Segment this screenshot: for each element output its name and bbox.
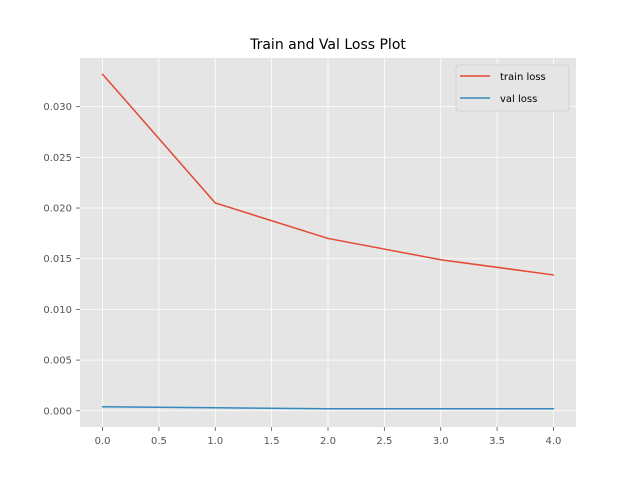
x-tick-label: 0.5 xyxy=(151,436,167,447)
train-loss-point xyxy=(439,258,442,261)
grid xyxy=(80,58,576,427)
x-tick-label: 2.5 xyxy=(376,436,392,447)
y-tick-label: 0.020 xyxy=(43,204,72,215)
y-axis: 0.000 0.005 0.010 0.015 0.020 0.025 0.030 xyxy=(43,102,80,417)
y-tick-label: 0.005 xyxy=(43,356,72,367)
x-tick-label: 1.0 xyxy=(207,436,223,447)
train-loss-point xyxy=(552,274,555,276)
x-tick-label: 3.5 xyxy=(489,436,505,447)
y-tick-label: 0.015 xyxy=(43,254,72,265)
val-loss-point xyxy=(327,408,329,410)
train-loss-legend-label: train loss xyxy=(500,72,546,83)
x-tick-label: 0.0 xyxy=(95,436,111,447)
legend: train loss val loss xyxy=(455,64,570,112)
train-loss-point xyxy=(101,73,104,75)
train-loss-point xyxy=(327,237,329,240)
val-loss-point xyxy=(214,406,217,409)
val-loss-point xyxy=(101,405,104,408)
y-tick-label: 0.010 xyxy=(43,305,72,316)
chart-title: Train and Val Loss Plot xyxy=(249,37,406,53)
y-tick-label: 0.000 xyxy=(43,406,72,417)
x-tick-label: 1.5 xyxy=(264,436,280,447)
val-loss-point xyxy=(439,408,442,410)
train-loss-point xyxy=(214,202,217,204)
y-tick-label: 0.030 xyxy=(43,102,72,113)
x-axis: 0.0 0.5 1.0 1.5 2.0 2.5 3.0 3.5 4.0 xyxy=(95,427,562,447)
x-tick-label: 2.0 xyxy=(320,436,336,447)
x-tick-label: 3.0 xyxy=(433,436,449,447)
val-loss-legend-label: val loss xyxy=(500,94,537,105)
series-lines xyxy=(101,73,555,410)
x-tick-label: 4.0 xyxy=(546,436,562,447)
y-tick-label: 0.025 xyxy=(43,153,72,164)
val-loss-point xyxy=(552,408,555,410)
